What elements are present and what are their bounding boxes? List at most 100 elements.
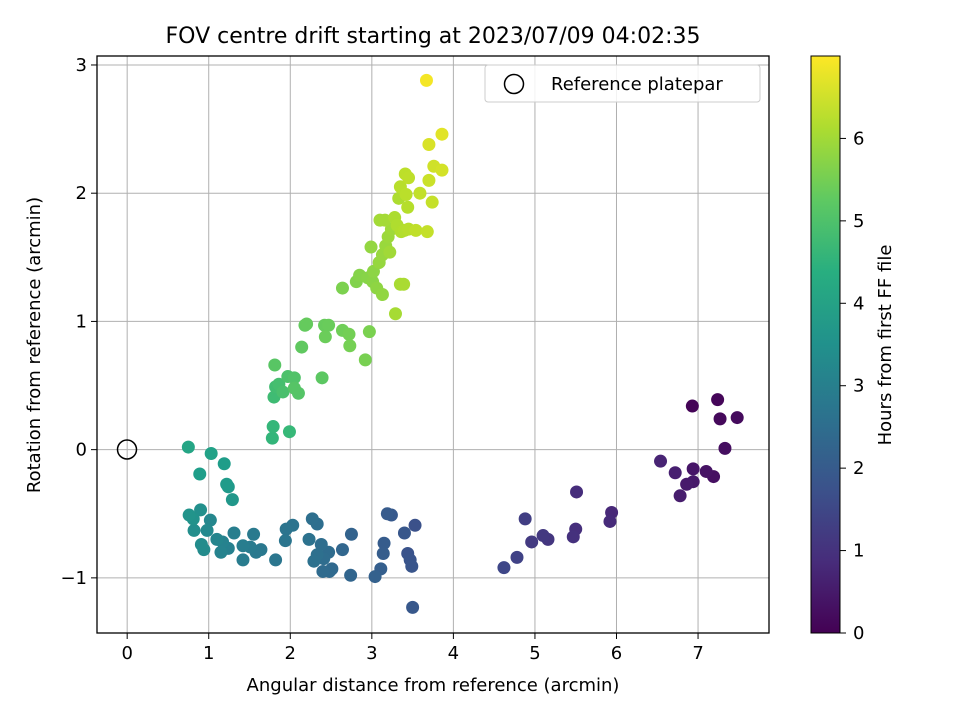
data-point [383, 245, 397, 259]
data-point [685, 399, 699, 413]
data-point [376, 547, 390, 561]
data-point [397, 526, 411, 540]
data-point [375, 287, 389, 301]
y-axis-label: Rotation from reference (arcmin) [24, 197, 45, 493]
data-point [203, 513, 217, 527]
data-point [214, 545, 228, 559]
data-point [227, 526, 241, 540]
data-point [408, 518, 422, 532]
data-point [420, 225, 434, 239]
data-point [730, 411, 744, 425]
colorbar-tick-label: 5 [853, 211, 864, 232]
data-point [342, 327, 356, 341]
data-point [204, 446, 218, 460]
data-point [422, 137, 436, 151]
data-point [194, 538, 208, 552]
data-point [318, 330, 332, 344]
data-point [380, 507, 394, 521]
colorbar-ticks: 0 1 2 3 4 5 6 [840, 128, 864, 644]
x-tick-label: 6 [611, 643, 622, 664]
data-point [315, 371, 329, 385]
data-point [287, 381, 301, 395]
data-point [435, 127, 449, 141]
data-point [194, 503, 208, 517]
data-point [673, 489, 687, 503]
x-tick-label: 3 [366, 643, 377, 664]
legend-marker-reference [503, 73, 525, 95]
data-point [718, 441, 732, 455]
data-point [699, 464, 713, 478]
reference-platepar-marker [116, 439, 138, 460]
data-point [343, 339, 357, 353]
data-point [518, 512, 532, 526]
data-point [307, 554, 321, 568]
data-point [266, 420, 280, 434]
data-point [368, 570, 382, 584]
data-point [295, 340, 309, 354]
y-tick-label: 3 [76, 55, 87, 76]
colorbar-tick-label: 3 [853, 376, 864, 397]
colorbar-tick-label: 0 [853, 623, 864, 644]
y-tick-label: 2 [76, 183, 87, 204]
x-tick-label: 0 [121, 643, 132, 664]
data-point [362, 325, 376, 339]
data-point [344, 527, 358, 541]
data-point [181, 440, 195, 454]
data-point [402, 171, 416, 185]
data-point [236, 553, 250, 567]
data-point [686, 462, 700, 476]
x-tick-label: 7 [692, 643, 703, 664]
data-point [603, 514, 617, 528]
colorbar-tick-label: 4 [853, 293, 864, 314]
x-tick-label: 1 [203, 643, 214, 664]
data-point [300, 317, 314, 331]
data-point [406, 600, 420, 614]
data-point [377, 536, 391, 550]
data-point [399, 187, 413, 201]
colorbar-tick-label: 6 [853, 128, 864, 149]
data-point [364, 240, 378, 254]
data-point [405, 559, 419, 573]
x-axis-label: Angular distance from reference (arcmin) [247, 675, 620, 696]
data-point [419, 73, 433, 87]
data-point [322, 318, 336, 332]
y-tick-label: 0 [76, 440, 87, 461]
data-point [335, 281, 349, 295]
data-point [287, 371, 301, 385]
x-tick-label: 2 [285, 643, 296, 664]
data-point [378, 213, 392, 227]
data-point [570, 485, 584, 499]
data-point [401, 200, 415, 214]
y-axis-ticks: −1 0 1 2 3 [60, 55, 97, 589]
data-point [278, 534, 292, 548]
data-point [200, 523, 214, 537]
data-point [668, 466, 682, 480]
data-point [566, 530, 580, 544]
colorbar-label: Hours from first FF file [875, 245, 896, 446]
legend-box [484, 64, 761, 103]
data-point [425, 195, 439, 209]
data-point [302, 532, 316, 546]
legend: Reference platepar [484, 64, 761, 103]
data-point [268, 358, 282, 372]
data-point [269, 553, 283, 567]
data-point [358, 353, 372, 367]
data-point [217, 457, 231, 471]
data-point [247, 527, 261, 541]
data-point [422, 173, 436, 187]
data-point [225, 493, 239, 507]
x-tick-label: 5 [529, 643, 540, 664]
data-point [335, 543, 349, 557]
legend-label-reference: Reference platepar [551, 74, 723, 95]
data-point [316, 564, 330, 578]
data-point [276, 385, 290, 399]
data-point [397, 277, 411, 291]
x-axis-ticks: 0 1 2 3 4 5 6 7 [121, 633, 704, 664]
y-tick-label: 1 [76, 311, 87, 332]
colorbar [810, 55, 841, 634]
data-point [435, 163, 449, 177]
plot-frame [96, 55, 770, 634]
data-point [279, 522, 293, 536]
chart-title: FOV centre drift starting at 2023/07/09 … [166, 24, 701, 49]
